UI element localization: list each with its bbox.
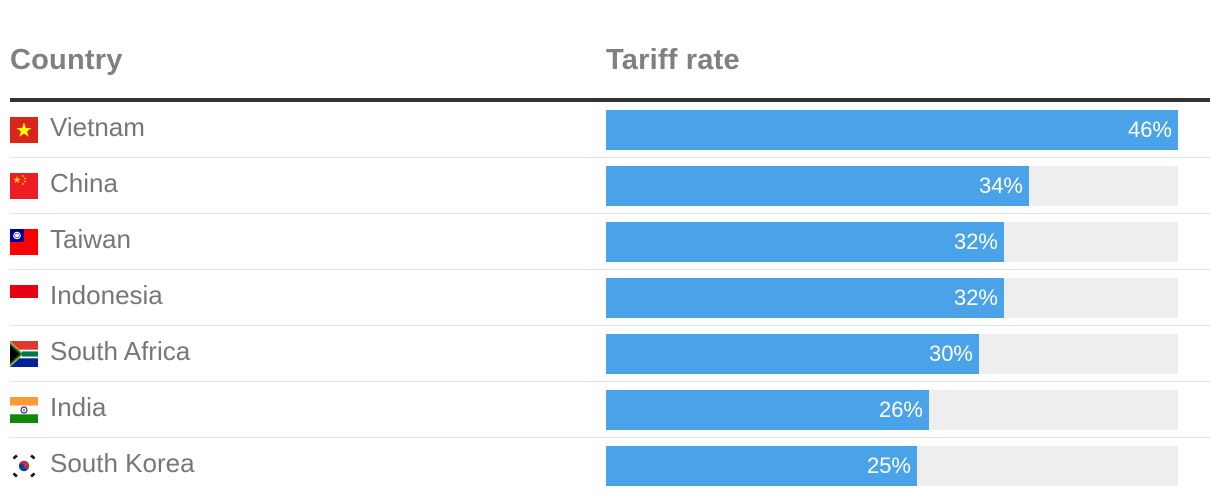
bar-value-label: 32% xyxy=(953,229,998,254)
tariff-bar: 26% xyxy=(606,390,929,430)
tariff-bar: 32% xyxy=(606,222,1004,262)
bar-value-label: 46% xyxy=(1127,117,1172,142)
taiwan-flag-icon xyxy=(10,229,38,255)
bar-value-label: 25% xyxy=(866,453,911,478)
bar-track: 25% xyxy=(606,446,1178,486)
china-flag-icon xyxy=(10,173,38,199)
table-row: China 34% xyxy=(10,158,1210,214)
south-africa-flag-icon xyxy=(10,341,38,367)
vietnam-flag-icon xyxy=(10,117,38,143)
country-column-header: Country xyxy=(10,44,123,76)
bar-track: 32% xyxy=(606,222,1178,262)
table-row: South Africa 30% xyxy=(10,326,1210,382)
bar-value-label: 32% xyxy=(953,285,998,310)
tariff-bar: 34% xyxy=(606,166,1029,206)
tariff-bar: 25% xyxy=(606,446,917,486)
country-name: South Africa xyxy=(50,336,191,366)
south-korea-flag-icon xyxy=(10,453,38,479)
tariff-bar: 30% xyxy=(606,334,979,374)
country-name: India xyxy=(50,392,107,422)
country-name: Indonesia xyxy=(50,280,163,310)
tariff-bar: 46% xyxy=(606,110,1178,150)
tariff-bar: 32% xyxy=(606,278,1004,318)
table-body: Vietnam 46% China 34% Taiwan 32% Indonesia 32% S… xyxy=(10,102,1210,493)
bar-value-label: 26% xyxy=(878,397,923,422)
india-flag-icon xyxy=(10,397,38,423)
country-name: Taiwan xyxy=(50,224,131,254)
bar-value-label: 34% xyxy=(978,173,1023,198)
table-row: Vietnam 46% xyxy=(10,102,1210,158)
bar-track: 30% xyxy=(606,334,1178,374)
country-name: Vietnam xyxy=(50,112,145,142)
table-row: South Korea 25% xyxy=(10,438,1210,493)
table-row: Indonesia 32% xyxy=(10,270,1210,326)
indonesia-flag-icon xyxy=(10,285,38,311)
table-row: Taiwan 32% xyxy=(10,214,1210,270)
bar-value-label: 30% xyxy=(928,341,973,366)
table-row: India 26% xyxy=(10,382,1210,438)
bar-track: 32% xyxy=(606,278,1178,318)
tariff-rate-column-header: Tariff rate xyxy=(606,44,740,76)
country-name: China xyxy=(50,168,118,198)
header-divider xyxy=(10,98,1210,102)
bar-track: 46% xyxy=(606,110,1178,150)
bar-track: 26% xyxy=(606,390,1178,430)
tariff-table: Country Tariff rate Vietnam 46% China 34% Ta… xyxy=(10,0,1210,502)
country-name: South Korea xyxy=(50,448,195,478)
bar-track: 34% xyxy=(606,166,1178,206)
